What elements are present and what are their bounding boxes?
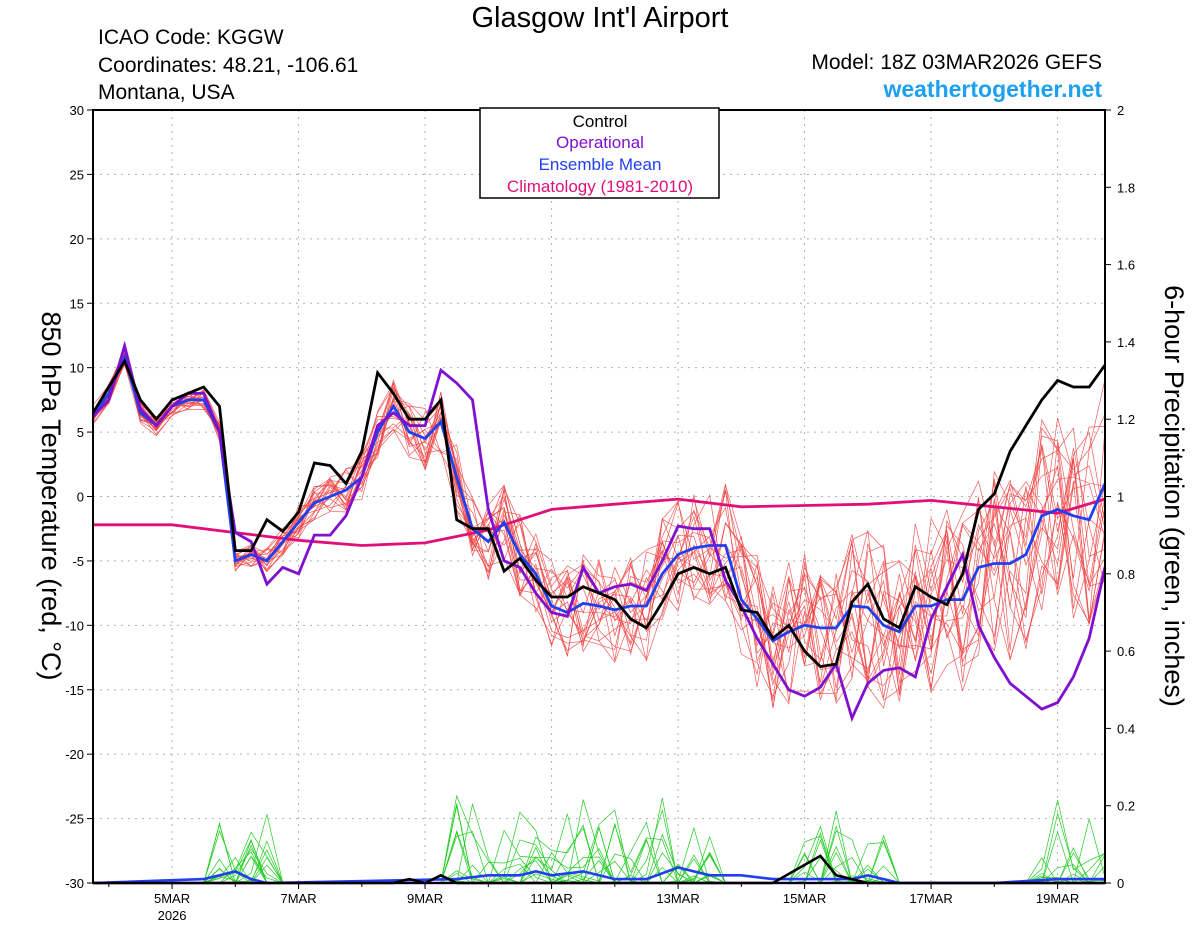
axis-ticks: 302520151050-5-10-15-20-25-3021.81.61.41… [65,103,1135,923]
left-tick-label: -20 [65,747,84,762]
left-tick-label: -5 [72,554,84,569]
x-tick-label: 11MAR [530,891,572,906]
legend-box [479,107,720,199]
ensemble-member-temp [92,355,1106,705]
ensemble-member-temp [92,354,1106,695]
legend-ensemble-mean: Ensemble Mean [539,155,662,174]
right-tick-label: 1.6 [1117,258,1135,273]
ensemble-member-temp [92,352,1106,675]
ensemble-member-temp [92,362,1106,689]
ensemble-member-temp [92,364,1106,698]
left-tick-label: -10 [65,618,84,633]
left-tick-label: 0 [77,490,84,505]
ensemble-member-temp [92,350,1106,686]
ensemble-member-precip [93,803,1105,884]
right-tick-label: 1.8 [1117,180,1135,195]
control-line [91,358,1107,669]
right-axis-title: 6-hour Precipitation (green, inches) [1159,285,1189,707]
right-tick-label: 1.4 [1117,335,1135,350]
right-tick-label: 1 [1117,490,1124,505]
ensemble-member-precip [93,797,1106,884]
right-tick-label: 2 [1117,103,1124,118]
left-tick-label: 10 [70,361,84,376]
right-tick-label: 0.6 [1117,644,1135,659]
coordinates: Coordinates: 48.21, -106.61 [98,54,359,77]
ensemble-members [92,346,1106,885]
page-title: Glasgow Int'l Airport [471,2,729,34]
legend: Control Operational Ensemble Mean Climat… [479,107,720,199]
right-tick-label: 0 [1117,876,1124,891]
x-tick-label: 13MAR [656,891,699,906]
legend-operational: Operational [556,133,644,152]
ensemble-member-temp [92,355,1106,684]
ensemble-member-precip [93,794,1105,884]
climatology-line [93,497,1106,547]
left-tick-label: 20 [70,232,84,247]
x-tick-label: 7MAR [281,891,317,906]
ensemble-mean-line [91,353,1107,643]
x-tick-label: 5MAR [154,891,190,906]
x-tick-label: 9MAR [407,891,443,906]
ensemble-member-precip [93,803,1105,884]
ensemble-member-temp [92,353,1106,689]
ensemble-member-temp [92,349,1106,702]
ensemble-member-temp [92,351,1106,661]
left-tick-label: -15 [65,683,84,698]
x-tick-year: 2026 [158,908,187,923]
ensemble-member-temp [92,361,1106,683]
model-run: Model: 18Z 03MAR2026 GEFS [811,51,1102,74]
operational-line [91,340,1107,723]
right-tick-label: 1.2 [1117,412,1135,427]
grid [93,110,1105,883]
left-tick-label: 30 [70,103,84,118]
location: Montana, USA [98,81,235,104]
right-tick-label: 0.4 [1117,721,1135,736]
left-axis-title: 850 hPa Temperature (red, °C) [36,312,66,681]
brand-link[interactable]: weathertogether.net [883,76,1102,102]
ensemble-member-temp [92,362,1106,702]
icao-code: ICAO Code: KGGW [98,26,284,49]
right-tick-label: 0.8 [1117,567,1135,582]
left-tick-label: -30 [65,876,84,891]
x-tick-label: 19MAR [1036,891,1079,906]
legend-control: Control [573,112,628,131]
ensemble-member-precip [93,805,1106,884]
x-tick-label: 17MAR [909,891,952,906]
left-tick-label: -25 [65,812,84,827]
left-tick-label: 25 [70,167,84,182]
right-tick-label: 0.2 [1117,799,1135,814]
legend-climatology: Climatology (1981-2010) [507,177,693,196]
ensemble-member-temp [92,346,1106,705]
precip-ensemble-mean-line [92,866,1105,885]
left-tick-label: 5 [77,425,84,440]
x-tick-label: 15MAR [783,891,826,906]
ensemble-member-precip [93,799,1106,885]
left-tick-label: 15 [70,296,84,311]
ensemble-member-temp [92,354,1106,699]
